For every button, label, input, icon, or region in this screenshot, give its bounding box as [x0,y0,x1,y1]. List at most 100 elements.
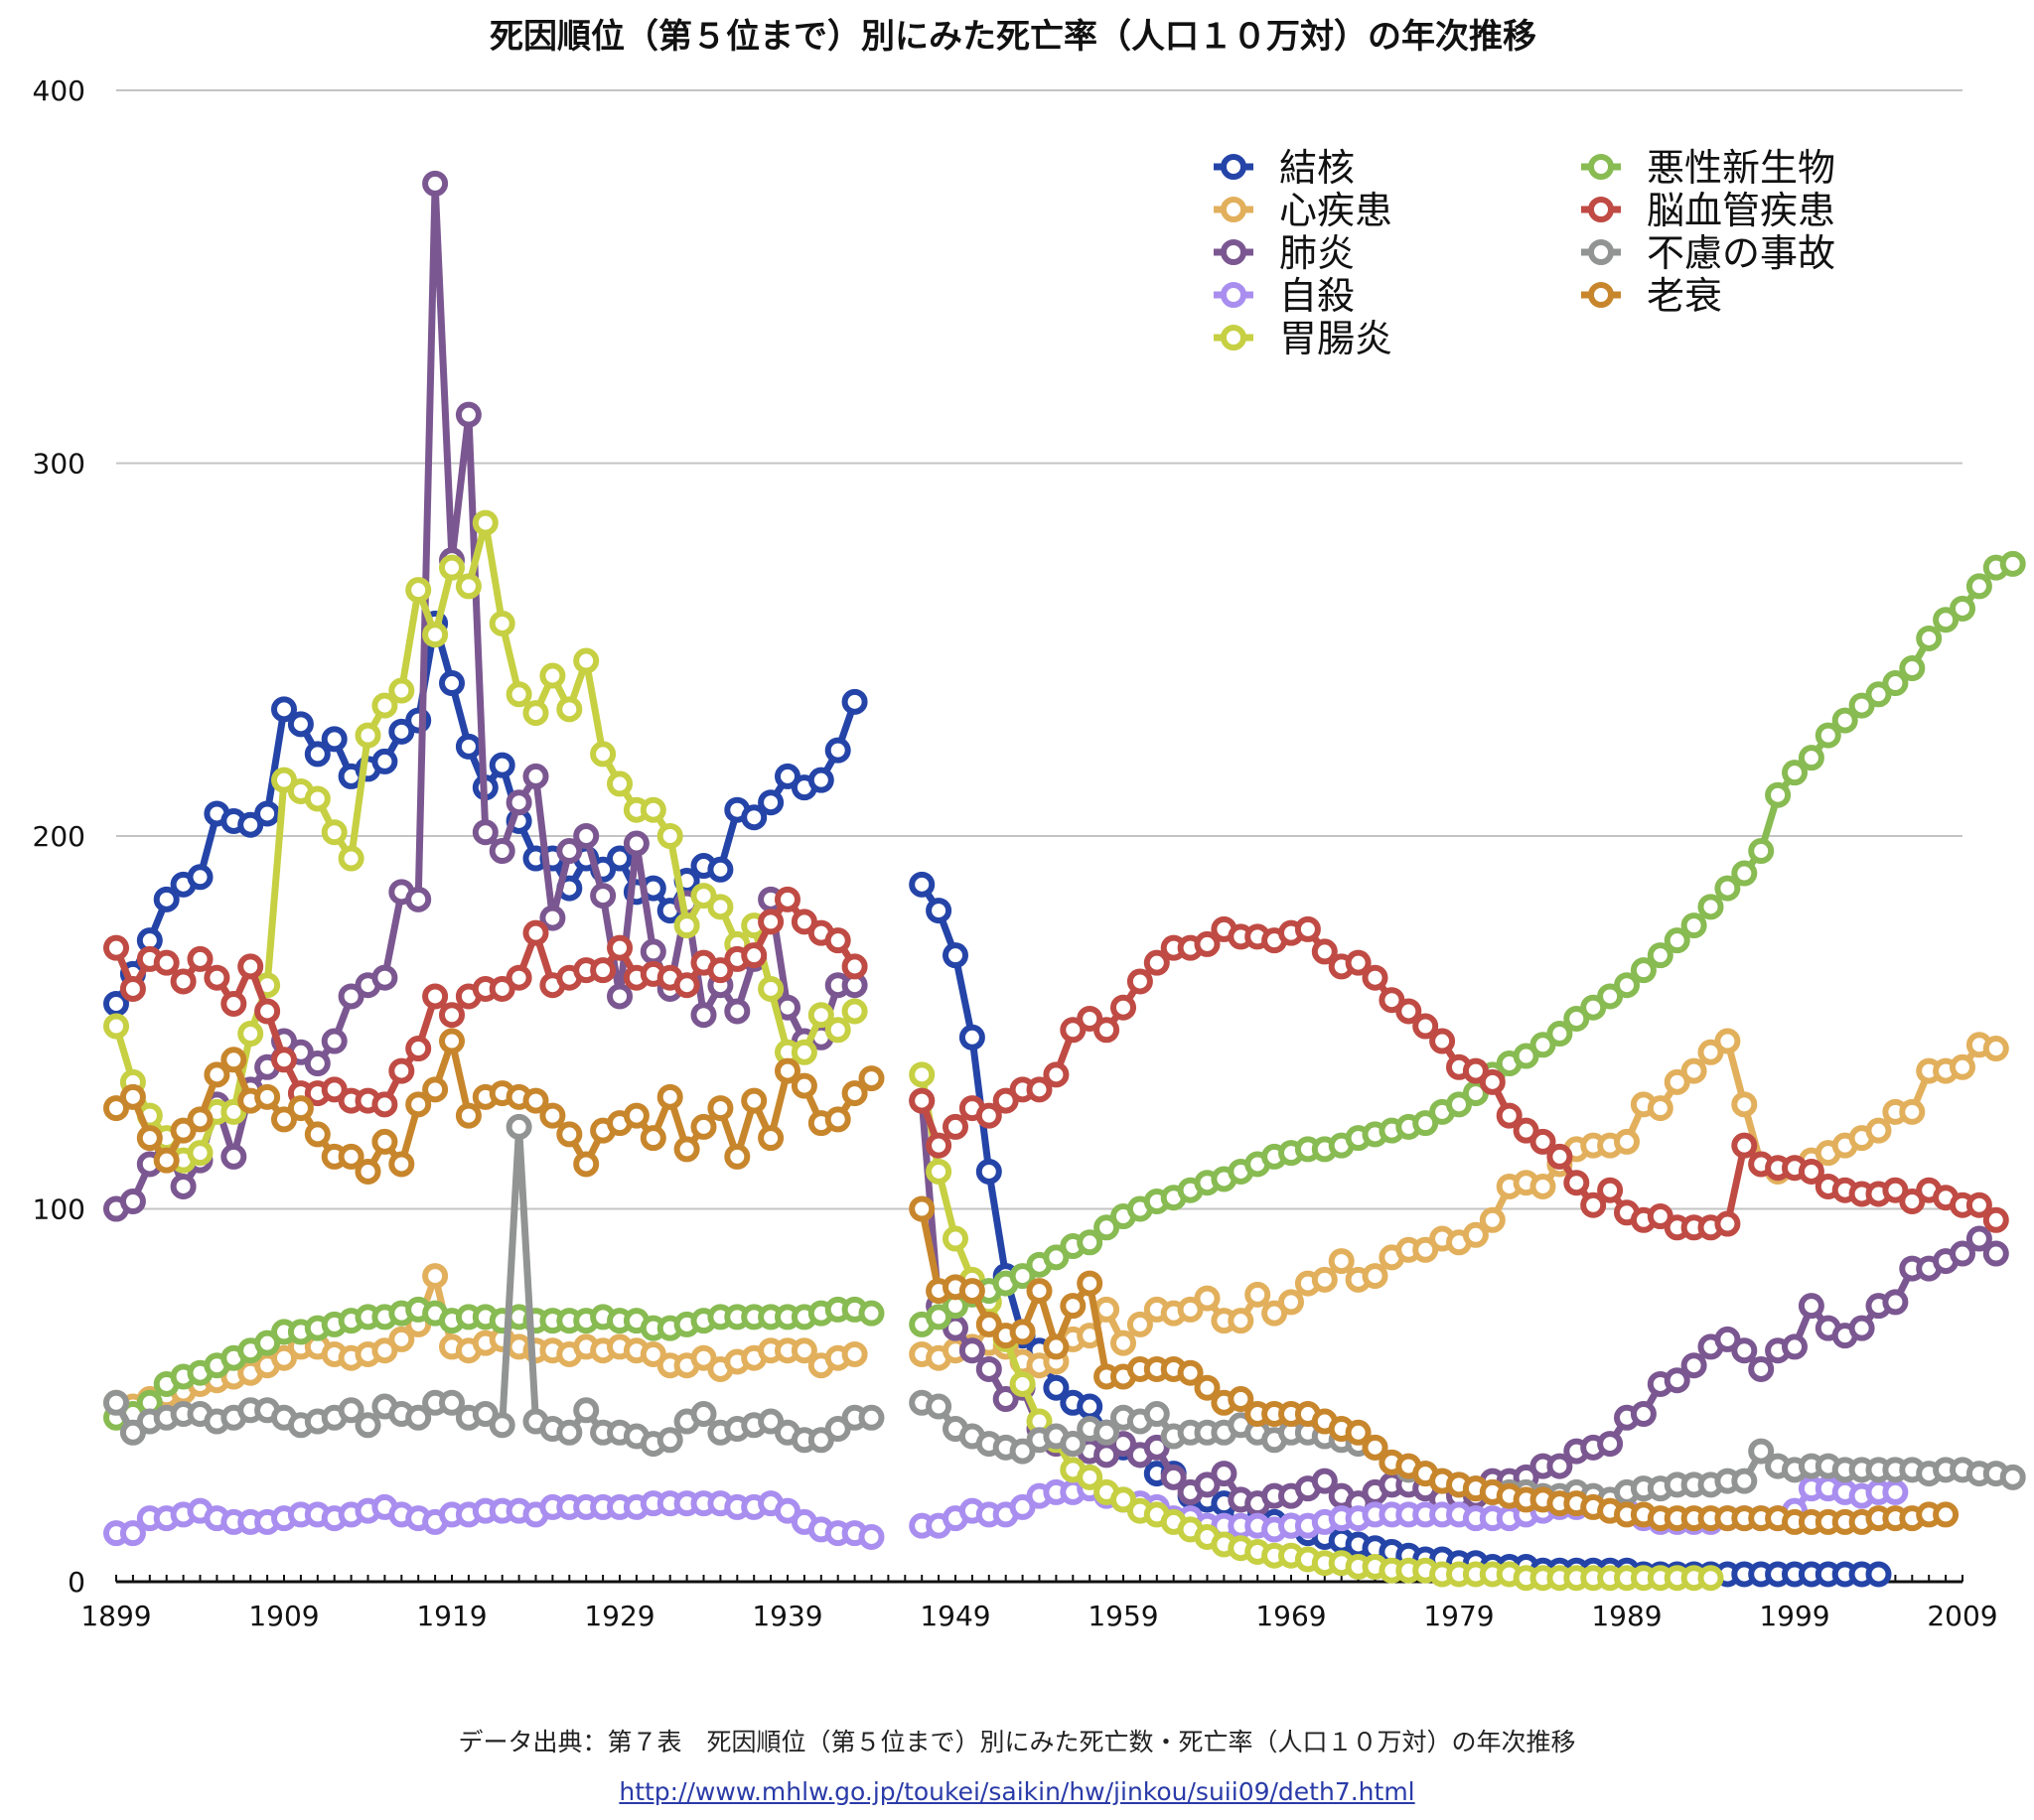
data-point [841,1080,868,1107]
data-point [287,711,314,738]
data-point [623,830,650,857]
data-point [1194,1285,1221,1312]
data-point [422,983,449,1010]
source-link[interactable]: http://www.mhlw.go.jp/toukei/saikin/hw/j… [619,1777,1415,1806]
data-point [1982,1036,2009,1062]
data-point [1950,595,1975,622]
data-point [371,1337,398,1364]
data-point [187,945,214,972]
data-point [824,927,851,954]
data-point [187,1140,214,1167]
data-point [707,957,734,984]
data-point [170,1173,197,1199]
data-point [1177,1296,1204,1323]
data-point [1731,1468,1758,1494]
data-point [103,1389,129,1416]
data-point [1647,942,1673,969]
legend-marker-icon [1588,154,1614,180]
data-point [791,1072,817,1099]
data-point [791,1039,817,1065]
y-tick-label: 0 [68,1566,85,1599]
data-point [1714,1028,1741,1054]
data-point [1513,1043,1539,1069]
data-point [455,733,482,760]
x-tick-label: 1909 [248,1600,319,1632]
data-point [607,770,633,797]
data-point [1194,1374,1221,1401]
data-point [1160,1464,1187,1490]
data-point [1077,1270,1103,1297]
data-point [909,1087,936,1114]
data-point [1664,927,1690,954]
data-point [590,883,617,910]
data-point [153,949,180,976]
data-point [1680,1352,1707,1379]
data-point [1647,1203,1673,1230]
data-point [724,998,751,1025]
legend-marker-icon [1221,239,1246,265]
data-point [1009,1263,1036,1290]
data-point [656,1083,683,1110]
data-point [1228,1308,1254,1334]
data-point [858,1404,885,1431]
data-point [1865,681,1892,708]
data-point [1110,1486,1136,1513]
data-point [909,871,936,898]
legend-label: 脳血管疾患 [1647,189,1835,232]
data-point [1933,1501,1960,1528]
data-point [220,1098,247,1125]
data-point [388,677,415,704]
data-point [958,1024,985,1050]
data-point [1529,1032,1556,1058]
x-tick-label: 1899 [80,1600,151,1632]
data-point [1362,964,1388,991]
data-point [607,934,633,961]
data-point [187,1106,214,1133]
data-point [1077,1393,1103,1420]
data-point [1513,1117,1539,1144]
legend-item: 不慮の事故 [1581,231,1835,275]
data-point [1982,1206,2009,1233]
data-point [371,1128,398,1155]
data-point [1379,987,1405,1014]
data-point [388,1326,415,1352]
legend-marker-icon [1221,282,1246,308]
data-point [1731,1091,1758,1118]
data-point [355,1158,381,1185]
data-point [791,909,817,935]
legend-label: 胃腸炎 [1279,317,1392,360]
data-point [1848,1315,1875,1341]
source-label: データ出典：第７表 死因順位（第５位まで）別にみた死亡数・死亡率（人口１０万対）… [458,1728,1576,1756]
data-point [1580,1191,1607,1218]
data-point [405,886,432,912]
data-point [304,785,331,812]
data-point [237,811,264,838]
data-point [1126,968,1153,995]
data-point [1916,625,1943,651]
data-point [824,1106,851,1133]
data-point [422,622,449,648]
data-point [724,1143,751,1170]
data-point [975,1102,1002,1129]
legend-item: 胃腸炎 [1214,317,1392,360]
data-point [1580,994,1607,1021]
data-point [607,845,633,872]
legend-label: 悪性新生物 [1647,146,1835,190]
data-point [858,1065,885,1092]
x-tick-label: 1919 [416,1600,487,1632]
data-point [1765,781,1792,808]
data-point [975,1311,1002,1337]
data-point [1999,1464,2026,1490]
data-point [439,1389,465,1416]
data-point [103,1013,129,1040]
data-point [119,1083,146,1110]
legend-item: 老衰 [1581,274,1722,318]
data-point [1714,1326,1741,1352]
data-point [958,1337,985,1364]
x-tick-label: 1969 [1255,1600,1326,1632]
data-point [573,823,600,849]
data-point [204,1061,230,1088]
data-point [1597,983,1624,1010]
legend-label: 不慮の事故 [1647,231,1835,275]
